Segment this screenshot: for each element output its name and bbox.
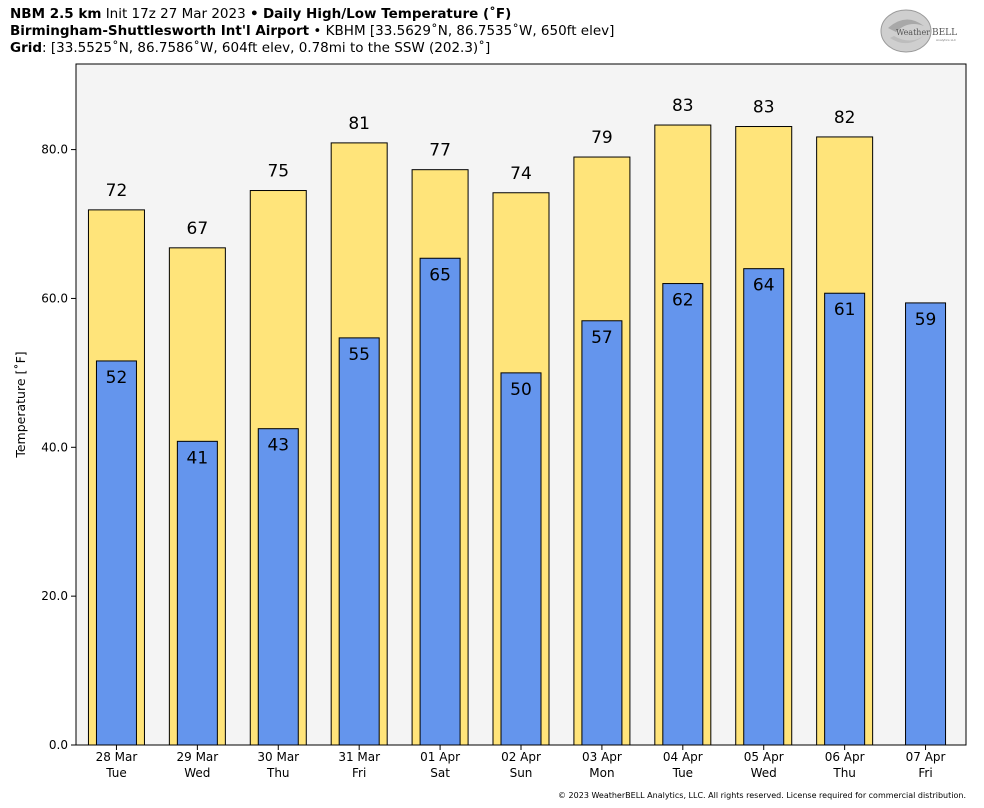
low-value-label: 43 [267, 436, 289, 456]
y-axis-label: Temperature [˚F] [13, 351, 28, 458]
y-tick-label: 0.0 [49, 738, 68, 752]
low-value-label: 52 [106, 368, 128, 388]
x-tick-day: Thu [832, 766, 856, 780]
station-details: KBHM [33.5629˚N, 86.7535˚W, 650ft elev] [325, 23, 615, 39]
logo-text-bell: BELL [932, 28, 957, 38]
logo-swirl-arc [890, 34, 926, 44]
header-line-1: NBM 2.5 km Init 17z 27 Mar 2023 • Daily … [10, 6, 511, 23]
high-value-label: 79 [591, 128, 613, 148]
low-value-label: 62 [672, 291, 694, 311]
low-value-label: 65 [429, 265, 451, 285]
product-title: Daily High/Low Temperature (˚F) [262, 6, 512, 22]
logo-text-weather: Weather [896, 28, 930, 37]
logo-text-sub: Analytics LLC [936, 38, 956, 42]
x-tick-date: 30 Mar [257, 750, 299, 764]
y-tick-label: 40.0 [41, 440, 68, 454]
low-bar [419, 257, 461, 746]
init-time: Init 17z 27 Mar 2023 [105, 6, 246, 22]
high-value-label: 77 [429, 141, 451, 161]
x-tick-date: 31 Mar [338, 750, 380, 764]
low-bar [500, 372, 542, 746]
low-value-label: 50 [510, 380, 532, 400]
low-bar [338, 337, 380, 746]
header-line-3: Grid: [33.5525˚N, 86.7586˚W, 604ft elev,… [10, 40, 490, 57]
low-value-label: 55 [348, 345, 370, 365]
x-axis: 28 Mar Tue 29 Mar Wed 30 Mar Thu 31 Mar Fri 01 A… [96, 745, 946, 780]
low-value-label: 41 [187, 448, 209, 468]
x-tick-date: 07 Apr [906, 750, 946, 764]
station-name: Birmingham-Shuttlesworth Int'l Airport [10, 23, 310, 39]
y-axis: 0.0 20.0 40.0 60.0 80.0 [41, 143, 76, 752]
logo-swirl-arc [888, 19, 924, 32]
low-value-label: 64 [753, 276, 775, 296]
high-value-label: 83 [672, 96, 694, 116]
high-value-label: 83 [753, 98, 775, 118]
header-line-2: Birmingham-Shuttlesworth Int'l Airport •… [10, 23, 614, 40]
model-name: NBM 2.5 km [10, 6, 102, 22]
logo-swirl [880, 9, 932, 53]
x-tick-day: Tue [105, 766, 127, 780]
x-tick-date: 03 Apr [582, 750, 622, 764]
low-value-label: 59 [915, 310, 937, 330]
x-tick-date: 28 Mar [96, 750, 138, 764]
high-value-label: 67 [187, 219, 209, 239]
high-value-label: 75 [267, 162, 289, 182]
x-tick-day: Mon [589, 766, 614, 780]
low-value-label: 61 [834, 300, 856, 320]
low-bar [176, 440, 218, 746]
low-bars [95, 257, 947, 746]
grid-label: Grid [10, 40, 43, 56]
low-bar [824, 292, 866, 746]
high-value-label: 81 [348, 114, 370, 134]
separator: • [313, 23, 322, 39]
value-labels: 72 52 67 41 75 43 81 55 77 65 74 50 79 57 83 62 83 64 82 61… [106, 96, 937, 468]
low-bar [743, 268, 785, 746]
low-bar [95, 360, 137, 746]
x-tick-day: Fri [352, 766, 366, 780]
x-tick-day: Sat [430, 766, 450, 780]
x-tick-day: Wed [751, 766, 777, 780]
x-tick-day: Tue [672, 766, 694, 780]
high-value-label: 74 [510, 164, 532, 184]
x-tick-date: 04 Apr [663, 750, 703, 764]
separator: • [250, 6, 259, 22]
x-tick-day: Fri [918, 766, 932, 780]
low-bar [662, 283, 704, 746]
x-tick-day: Sun [510, 766, 533, 780]
x-tick-date: 05 Apr [744, 750, 784, 764]
grid-details: : [33.5525˚N, 86.7586˚W, 604ft elev, 0.7… [42, 40, 491, 56]
low-value-label: 57 [591, 328, 613, 348]
high-value-label: 82 [834, 108, 856, 128]
low-bar [581, 320, 623, 746]
x-tick-date: 02 Apr [501, 750, 541, 764]
high-value-label: 72 [106, 181, 128, 201]
x-tick-day: Wed [184, 766, 210, 780]
y-tick-label: 60.0 [41, 291, 68, 305]
x-tick-day: Thu [266, 766, 290, 780]
x-tick-date: 29 Mar [176, 750, 218, 764]
copyright-notice: © 2023 WeatherBELL Analytics, LLC. All r… [558, 791, 966, 800]
x-tick-date: 01 Apr [420, 750, 460, 764]
y-tick-label: 20.0 [41, 589, 68, 603]
x-tick-date: 06 Apr [825, 750, 865, 764]
weatherbell-logo: Weather BELL Analytics LLC [880, 9, 957, 53]
plot-frame [75, 63, 967, 746]
low-bar [257, 428, 299, 746]
low-bar [905, 302, 947, 746]
y-tick-label: 80.0 [41, 143, 68, 157]
